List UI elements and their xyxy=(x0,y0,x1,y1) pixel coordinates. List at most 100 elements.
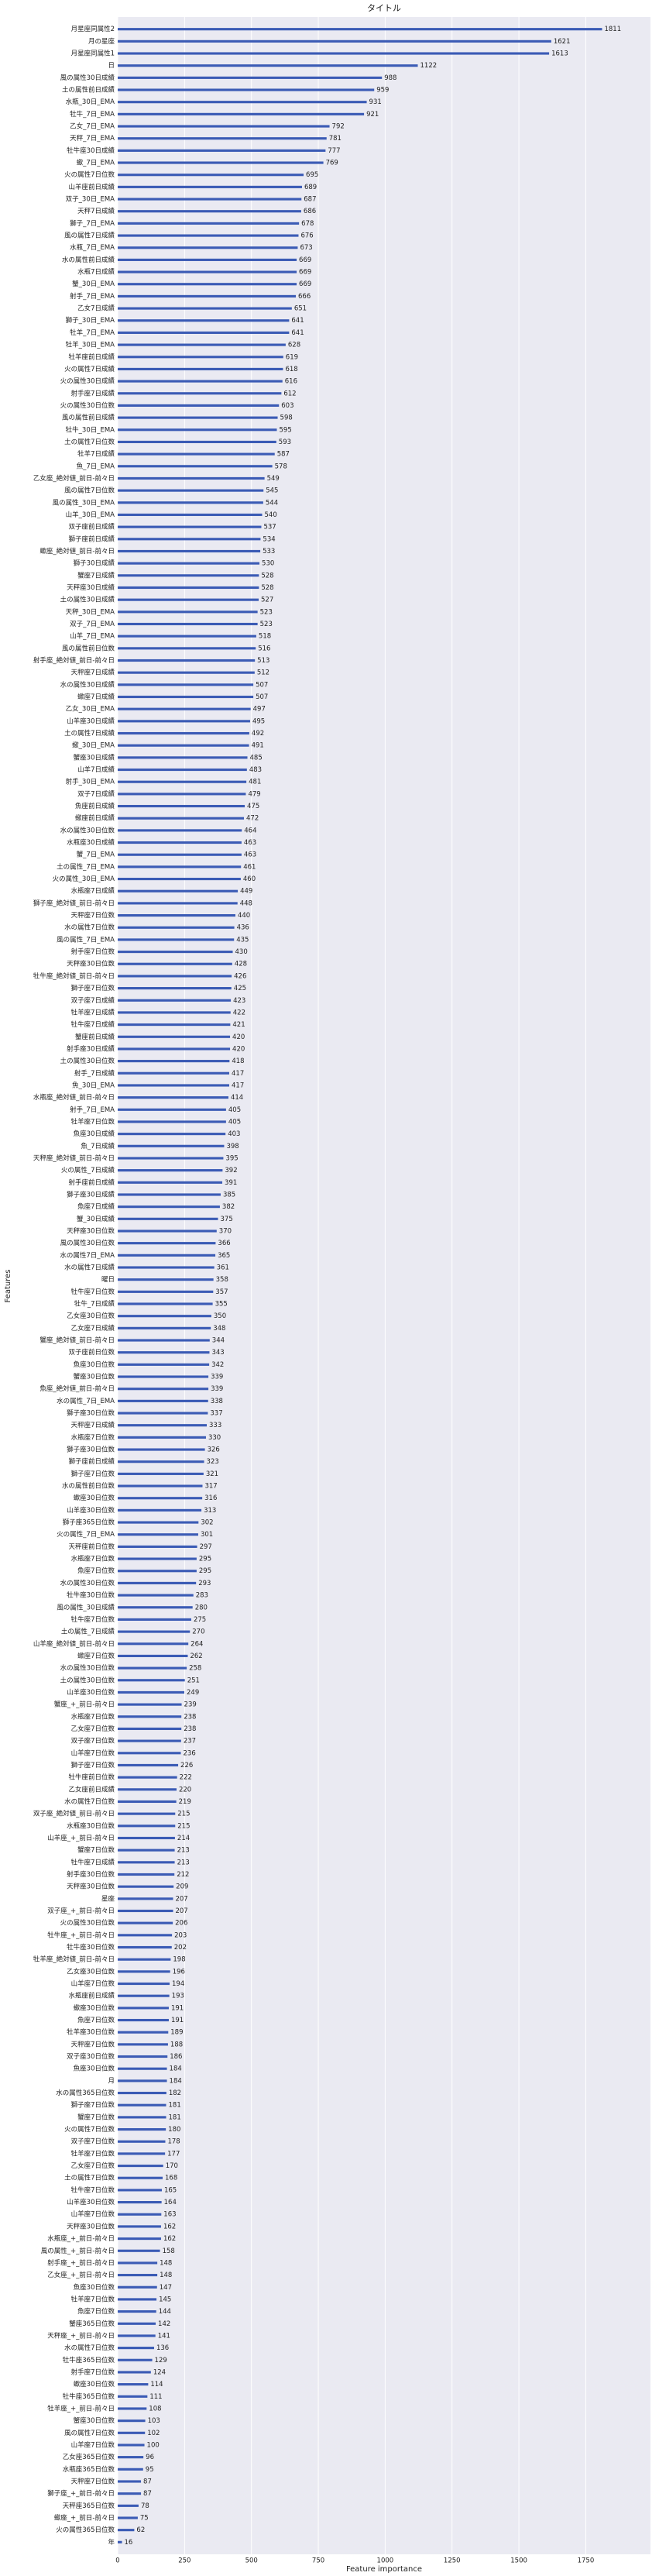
value-label: 366 xyxy=(218,1240,230,1247)
value-label: 689 xyxy=(304,184,317,191)
value-label: 497 xyxy=(253,706,266,714)
y-tick-label: 蟹座7日成績 xyxy=(77,571,115,580)
value-label: 102 xyxy=(147,2430,160,2437)
bar xyxy=(118,598,259,601)
bar xyxy=(118,380,283,383)
value-label: 16 xyxy=(125,2539,133,2547)
value-label: 162 xyxy=(163,2223,176,2230)
value-label: 361 xyxy=(217,1264,229,1271)
value-label: 162 xyxy=(163,2235,176,2243)
bar xyxy=(118,294,297,297)
value-label: 507 xyxy=(256,693,268,701)
value-label: 237 xyxy=(184,1738,196,1745)
bar xyxy=(118,720,250,723)
bar xyxy=(118,1351,210,1354)
y-tick-label: 蠍座_絶対値_前日-前々日 xyxy=(39,547,115,555)
y-tick-label: 牡牛座7日位数 xyxy=(71,2186,115,2194)
y-tick-label: 射手座30日成績 xyxy=(67,1044,115,1053)
value-label: 578 xyxy=(275,463,287,470)
y-tick-label: 年 xyxy=(108,2538,115,2547)
y-tick-label: 土の属性30日位数 xyxy=(60,1676,115,1684)
bar xyxy=(118,975,232,978)
value-label: 988 xyxy=(384,74,396,82)
value-label: 203 xyxy=(174,1931,187,1939)
value-label: 528 xyxy=(261,584,273,592)
bar xyxy=(118,647,256,650)
bar xyxy=(118,246,298,249)
y-tick-label: 天秤座30日成績 xyxy=(67,583,115,592)
value-label: 165 xyxy=(164,2186,177,2194)
value-label: 549 xyxy=(267,475,280,483)
bar xyxy=(118,1739,181,1742)
bar xyxy=(118,198,302,201)
bar xyxy=(118,1144,225,1147)
y-tick-label: 水の属性30日位数 xyxy=(60,1664,115,1673)
y-tick-label: 双子7日成績 xyxy=(77,789,115,798)
y-tick-label: 水の属性30日位数 xyxy=(60,826,115,834)
y-tick-label: 風の属性30日成績 xyxy=(60,74,115,82)
y-tick-label: 山羊座7日位数 xyxy=(71,1979,115,1988)
bar xyxy=(118,914,235,917)
value-label: 270 xyxy=(192,1628,204,1636)
y-tick-label: 射手_7日_EMA xyxy=(70,1106,115,1114)
bar xyxy=(118,1836,175,1840)
bar xyxy=(118,64,418,67)
bar xyxy=(118,2164,163,2168)
y-tick-label: 火の属性30日位数 xyxy=(60,401,115,410)
value-label: 533 xyxy=(263,548,275,555)
value-label: 440 xyxy=(238,912,250,920)
y-tick-label: 乙女座30日位数 xyxy=(67,1312,115,1320)
bar xyxy=(118,1108,226,1111)
bar xyxy=(118,1424,208,1427)
bar xyxy=(118,2431,146,2434)
value-label: 512 xyxy=(257,669,269,677)
y-tick-label: 乙女座365日位数 xyxy=(63,2453,115,2461)
value-label: 295 xyxy=(199,1567,211,1575)
bar xyxy=(118,367,283,370)
bar xyxy=(118,622,258,626)
bar xyxy=(118,1666,187,1670)
bar xyxy=(118,841,242,844)
y-tick-label: 水の属性7日位数 xyxy=(64,1797,115,1806)
value-label: 382 xyxy=(222,1203,235,1211)
y-tick-label: 風の属性_30日成績 xyxy=(57,1603,115,1611)
value-label: 513 xyxy=(257,657,269,665)
bar xyxy=(118,889,239,892)
bar xyxy=(118,1970,170,1973)
y-tick-label: 牡牛座_+_前日-前々日 xyxy=(47,1931,115,1939)
y-tick-label: 乙女7日成績 xyxy=(77,304,115,313)
y-tick-label: 山羊座30日成績 xyxy=(67,717,115,725)
value-label: 537 xyxy=(263,524,276,531)
y-tick-label: 獅子座前日成績 xyxy=(68,535,115,543)
value-label: 628 xyxy=(288,342,300,349)
bar xyxy=(118,562,260,565)
y-tick-label: 風の属性30日位数 xyxy=(60,1239,115,1247)
y-tick-label: 魚_7日成績 xyxy=(81,1142,115,1150)
y-tick-label: 牡牛_30日_EMA xyxy=(66,425,115,434)
value-label: 295 xyxy=(199,1556,211,1563)
bar xyxy=(118,744,249,747)
bar xyxy=(118,1484,203,1487)
bar xyxy=(118,1776,177,1779)
y-tick-label: 蟹座_絶対値_前日-前々日 xyxy=(39,1336,115,1345)
value-label: 931 xyxy=(369,98,382,106)
y-tick-label: 蟹座前日成績 xyxy=(75,1033,115,1041)
bar xyxy=(118,513,263,517)
value-label: 523 xyxy=(260,608,273,616)
bar xyxy=(118,756,248,759)
value-label: 516 xyxy=(258,645,270,652)
value-label: 184 xyxy=(170,2065,182,2073)
y-tick-label: 蟹座30日位数 xyxy=(74,1373,115,1381)
value-label: 226 xyxy=(180,1762,193,1769)
x-tick-label: 0 xyxy=(115,2557,119,2565)
y-tick-label: 牡羊座7日成績 xyxy=(71,1008,115,1016)
y-tick-label: 山羊7日成績 xyxy=(77,765,115,774)
bar xyxy=(118,1594,194,1597)
value-label: 403 xyxy=(228,1130,240,1138)
y-tick-label: 水の属性7日成績 xyxy=(64,1263,115,1271)
bar xyxy=(118,1388,209,1391)
bar xyxy=(118,1157,224,1160)
y-tick-label: 天秤_30日_EMA xyxy=(66,607,115,616)
value-label: 180 xyxy=(168,2126,180,2134)
value-label: 593 xyxy=(279,439,291,446)
